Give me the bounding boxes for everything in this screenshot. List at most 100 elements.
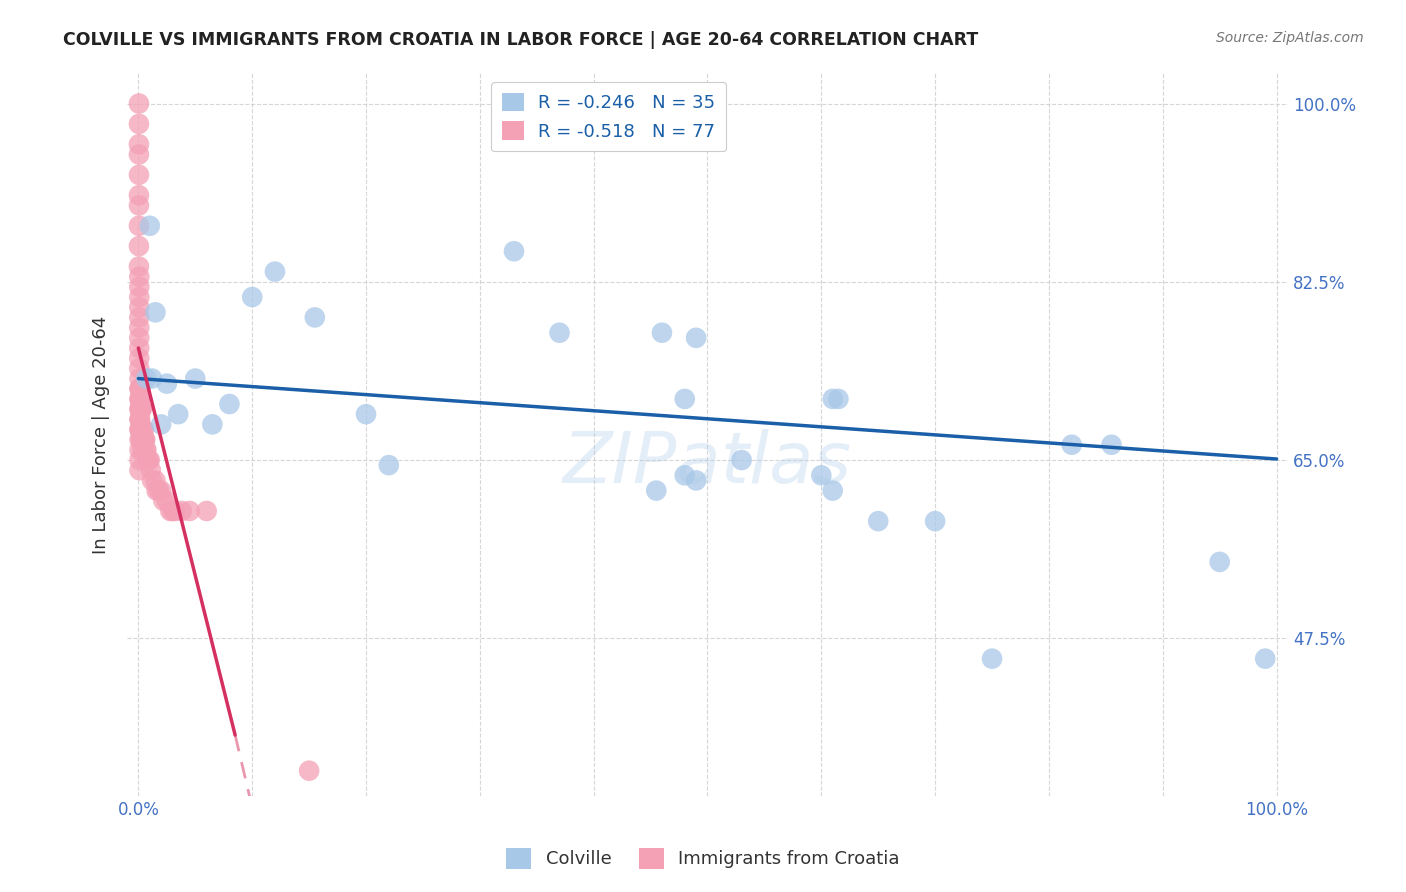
Legend: Colville, Immigrants from Croatia: Colville, Immigrants from Croatia [499, 840, 907, 876]
Point [981, 651, 1004, 665]
Text: Source: ZipAtlas.com: Source: ZipAtlas.com [1216, 31, 1364, 45]
Point [128, 260, 150, 274]
Point [128, 168, 150, 182]
Point [128, 96, 150, 111]
Point [673, 392, 696, 406]
Point [128, 412, 150, 426]
Point [924, 514, 946, 528]
Point [685, 331, 707, 345]
Point [179, 504, 201, 518]
Point [128, 219, 150, 233]
Point [134, 433, 156, 447]
Point [132, 433, 155, 447]
Point [156, 376, 179, 391]
Point [128, 392, 150, 406]
Point [135, 442, 157, 457]
Point [134, 433, 156, 447]
Point [132, 422, 155, 436]
Point [128, 320, 150, 334]
Point [128, 147, 150, 161]
Point [128, 300, 150, 314]
Point [129, 392, 152, 406]
Point [821, 392, 844, 406]
Point [1254, 651, 1277, 665]
Point [128, 402, 150, 417]
Point [145, 474, 167, 488]
Point [128, 351, 150, 366]
Point [128, 117, 150, 131]
Point [170, 504, 193, 518]
Point [298, 764, 321, 778]
Point [1101, 438, 1123, 452]
Point [129, 402, 152, 417]
Point [645, 483, 668, 498]
Point [131, 422, 153, 436]
Point [139, 219, 162, 233]
Point [135, 371, 157, 385]
Point [129, 422, 152, 436]
Text: COLVILLE VS IMMIGRANTS FROM CROATIA IN LABOR FORCE | AGE 20-64 CORRELATION CHART: COLVILLE VS IMMIGRANTS FROM CROATIA IN L… [63, 31, 979, 49]
Point [685, 474, 707, 488]
Point [730, 453, 752, 467]
Point [821, 483, 844, 498]
Point [150, 417, 173, 432]
Point [148, 483, 170, 498]
Point [129, 422, 152, 436]
Point [136, 453, 159, 467]
Point [131, 433, 153, 447]
Point [128, 382, 150, 396]
Point [129, 382, 152, 396]
Point [240, 290, 263, 304]
Point [138, 453, 160, 467]
Point [162, 504, 184, 518]
Point [128, 137, 150, 152]
Text: ZIPatlas: ZIPatlas [562, 429, 852, 498]
Point [827, 392, 849, 406]
Point [132, 422, 155, 436]
Point [304, 310, 326, 325]
Point [128, 361, 150, 376]
Legend: R = -0.246   N = 35, R = -0.518   N = 77: R = -0.246 N = 35, R = -0.518 N = 77 [491, 82, 727, 152]
Point [128, 371, 150, 385]
Point [145, 305, 167, 319]
Point [128, 280, 150, 294]
Point [128, 422, 150, 436]
Point [156, 493, 179, 508]
Point [128, 422, 150, 436]
Point [354, 407, 377, 421]
Point [128, 239, 150, 253]
Point [128, 341, 150, 355]
Point [152, 493, 174, 508]
Point [378, 458, 401, 472]
Point [129, 433, 152, 447]
Point [868, 514, 890, 528]
Point [128, 442, 150, 457]
Point [131, 442, 153, 457]
Point [184, 371, 207, 385]
Point [150, 483, 173, 498]
Point [128, 402, 150, 417]
Point [128, 433, 150, 447]
Point [128, 463, 150, 477]
Point [129, 422, 152, 436]
Point [128, 269, 150, 284]
Point [129, 412, 152, 426]
Point [810, 468, 832, 483]
Point [128, 392, 150, 406]
Point [128, 331, 150, 345]
Point [195, 504, 218, 518]
Point [141, 371, 163, 385]
Point [129, 422, 152, 436]
Y-axis label: In Labor Force | Age 20-64: In Labor Force | Age 20-64 [93, 316, 110, 554]
Point [218, 397, 240, 411]
Point [128, 290, 150, 304]
Point [129, 402, 152, 417]
Point [548, 326, 571, 340]
Point [159, 504, 181, 518]
Point [503, 244, 526, 259]
Point [141, 474, 163, 488]
Point [131, 402, 153, 417]
Point [139, 463, 162, 477]
Point [201, 417, 224, 432]
Point [651, 326, 673, 340]
